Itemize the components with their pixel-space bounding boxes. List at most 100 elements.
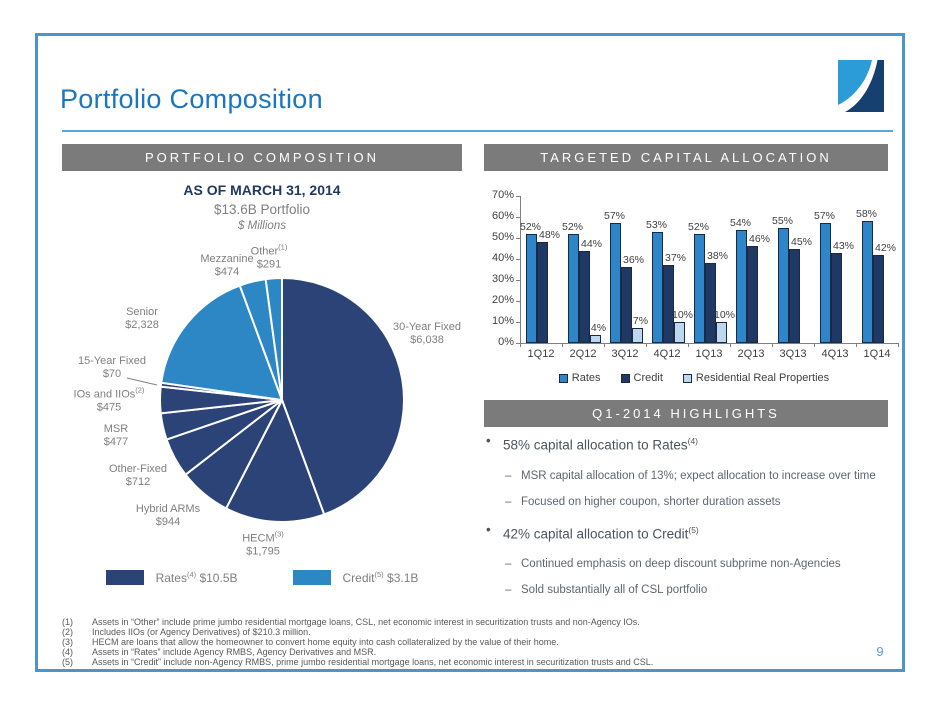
bar-value-label: 46%: [749, 233, 771, 246]
highlights-list: • 58% capital allocation to Rates(4) – MSR …: [484, 432, 904, 609]
pie-slice-label-name: IOs and IIOs(2): [74, 384, 145, 402]
pie-legend-footnote-ref: (4): [186, 570, 197, 579]
bar-chart-x-tick: [646, 344, 647, 347]
pie-slice-label-name: Hybrid ARMs: [136, 503, 200, 516]
pie-legend-item: Rates(4) $10.5B: [105, 570, 238, 585]
footnote-text: Includes IIOs (or Agency Derivatives) of…: [92, 627, 311, 637]
bar-wrap: 48%: [537, 229, 560, 343]
pie-legend-amount: $10.5B: [196, 571, 238, 585]
bar-chart-x-tick: [814, 344, 815, 347]
bar-chart-y-tick: [516, 280, 520, 281]
pie-legend-swatch: [292, 570, 331, 585]
bar-chart-legend-swatch: [682, 373, 692, 383]
bar-value-label: 38%: [707, 250, 729, 263]
pie-slice: [264, 276, 283, 401]
bar-wrap: 37%: [663, 252, 686, 343]
bar-value-label: 44%: [581, 237, 603, 250]
pie-slice-label-value: $6,038: [410, 334, 444, 346]
bullet-dot-icon: •: [486, 521, 491, 537]
bar: [579, 250, 590, 343]
bar-wrap: 57%: [604, 210, 625, 343]
highlight-text: 42% capital allocation to Credit: [503, 526, 689, 541]
pie-slice-label-value: $944: [155, 516, 181, 528]
page-number: 9: [876, 644, 884, 659]
bar: [694, 233, 705, 343]
portfolio-composition-header: PORTFOLIO COMPOSITION: [62, 144, 462, 171]
title-underline: [62, 130, 893, 132]
bar-value-label: 43%: [833, 239, 855, 252]
bar-wrap: 36%: [621, 254, 644, 343]
bar-value-label: 58%: [856, 208, 878, 221]
pie-slice-label-text: 15-Year Fixed: [77, 355, 147, 367]
pie-slice-label-value: $291: [256, 258, 282, 271]
pie-slice-label-text: Senior: [126, 306, 158, 318]
bar-chart-x-label: 1Q14: [863, 348, 891, 360]
bar-chart-y-tick-label: 50%: [491, 231, 514, 243]
logo-mark-icon: [838, 60, 884, 112]
bar-chart-x-label: 4Q13: [821, 348, 849, 360]
bar-chart-legend: Rates Credit Residential Real Properties: [484, 372, 904, 384]
pie-slice-label: 15-Year Fixed $70: [78, 355, 146, 381]
footnote-row: (5) Assets in “Credit” include non-Agency…: [62, 657, 862, 667]
bar: [789, 248, 800, 343]
dash-icon: –: [505, 558, 512, 570]
pie-legend-label-text: Rates: [155, 571, 187, 585]
pie-legend-label: Credit(5) $3.1B: [343, 570, 419, 585]
bar-chart-legend-label: Credit: [633, 372, 663, 384]
footnote-row: (4) Assets in “Rates” include Agency RMBS…: [62, 647, 862, 657]
bar-wrap: 52%: [562, 221, 583, 343]
bar-chart-x-label: 2Q12: [569, 348, 597, 360]
bar-chart-x-tick: [604, 344, 605, 347]
pie-slice-label-name: Other(1): [251, 241, 288, 259]
footnote-number: (3): [62, 637, 73, 647]
bar-chart-plot-area: 52% 48% 52% 44% 4% 57% 36% 7% 53% 37% 10% 52% 38% 10%…: [520, 196, 899, 344]
pie-slice-label-text: Hybrid ARMs: [135, 503, 201, 515]
bar-wrap: 57%: [814, 210, 835, 343]
footnote-number: (1): [62, 617, 73, 627]
bar-wrap: 54%: [730, 217, 751, 343]
bar: [778, 227, 789, 343]
dash-icon: –: [505, 584, 512, 596]
footnote-text: HECM are loans that allow the homeowner …: [92, 637, 559, 647]
highlight-sub-bullet: – Sold substantially all of CSL portfolio: [484, 583, 904, 597]
pie-slice-label-value: $2,328: [125, 319, 159, 331]
bar-chart-x-label: 3Q12: [611, 348, 639, 360]
capital-allocation-bar-chart: 0% 10% 20% 30% 40% 50% 60% 70% 52% 48% 52% 44% 4% 57…: [484, 178, 904, 396]
bar: [747, 246, 758, 343]
pie-legend-label-text: Credit: [342, 571, 375, 585]
bar-chart-y-tick: [516, 238, 520, 239]
bar-chart-y-tick-label: 30%: [491, 273, 514, 285]
highlights-header-label: Q1-2014 HIGHLIGHTS: [592, 406, 780, 421]
bar: [590, 334, 601, 343]
pie-slice-label-name: HECM(3): [242, 528, 284, 546]
pie-slice-label-value: $474: [214, 266, 240, 278]
pie-legend-swatch: [105, 570, 144, 585]
bar-wrap: 7%: [632, 315, 648, 343]
pie-legend-label: Rates(4) $10.5B: [156, 570, 238, 585]
bar-chart-y-tick-label: 60%: [491, 210, 514, 222]
bar-value-label: 7%: [632, 315, 649, 328]
bar-value-label: 42%: [875, 241, 897, 254]
bar: [831, 252, 842, 343]
highlight-text: 58% capital allocation to Rates: [503, 437, 688, 453]
footnote-number: (2): [62, 627, 73, 637]
highlight-sub-text: Continued emphasis on deep discount subp…: [521, 558, 841, 570]
bar-group: 52% 44% 4%: [562, 196, 606, 343]
bar-value-label: 53%: [646, 218, 668, 231]
pie-slice-label-footnote-ref: (3): [274, 529, 284, 539]
pie-slice-label-value: $1,795: [246, 545, 280, 558]
bar-chart-y-tick: [516, 217, 520, 218]
bar-chart-legend-item: Credit: [620, 372, 663, 384]
bar: [621, 267, 632, 343]
bar-wrap: 58%: [856, 208, 877, 343]
pie-slice: [281, 276, 405, 516]
bar-value-label: 57%: [814, 210, 836, 223]
bar-chart-x-label: 1Q13: [695, 348, 723, 360]
bar-chart-y-tick: [516, 196, 520, 197]
pie-slice-label-name: Senior: [125, 306, 159, 319]
bar-group: 52% 48%: [520, 196, 563, 343]
bar-wrap: 4%: [590, 322, 606, 343]
bar-chart-x-tick: [730, 344, 731, 347]
bar-chart-legend-item: Residential Real Properties: [682, 372, 829, 384]
bar-chart-x-labels: 1Q12 2Q12 3Q12 4Q12 1Q13 2Q13 3Q13 4Q13 1Q14: [520, 348, 898, 360]
